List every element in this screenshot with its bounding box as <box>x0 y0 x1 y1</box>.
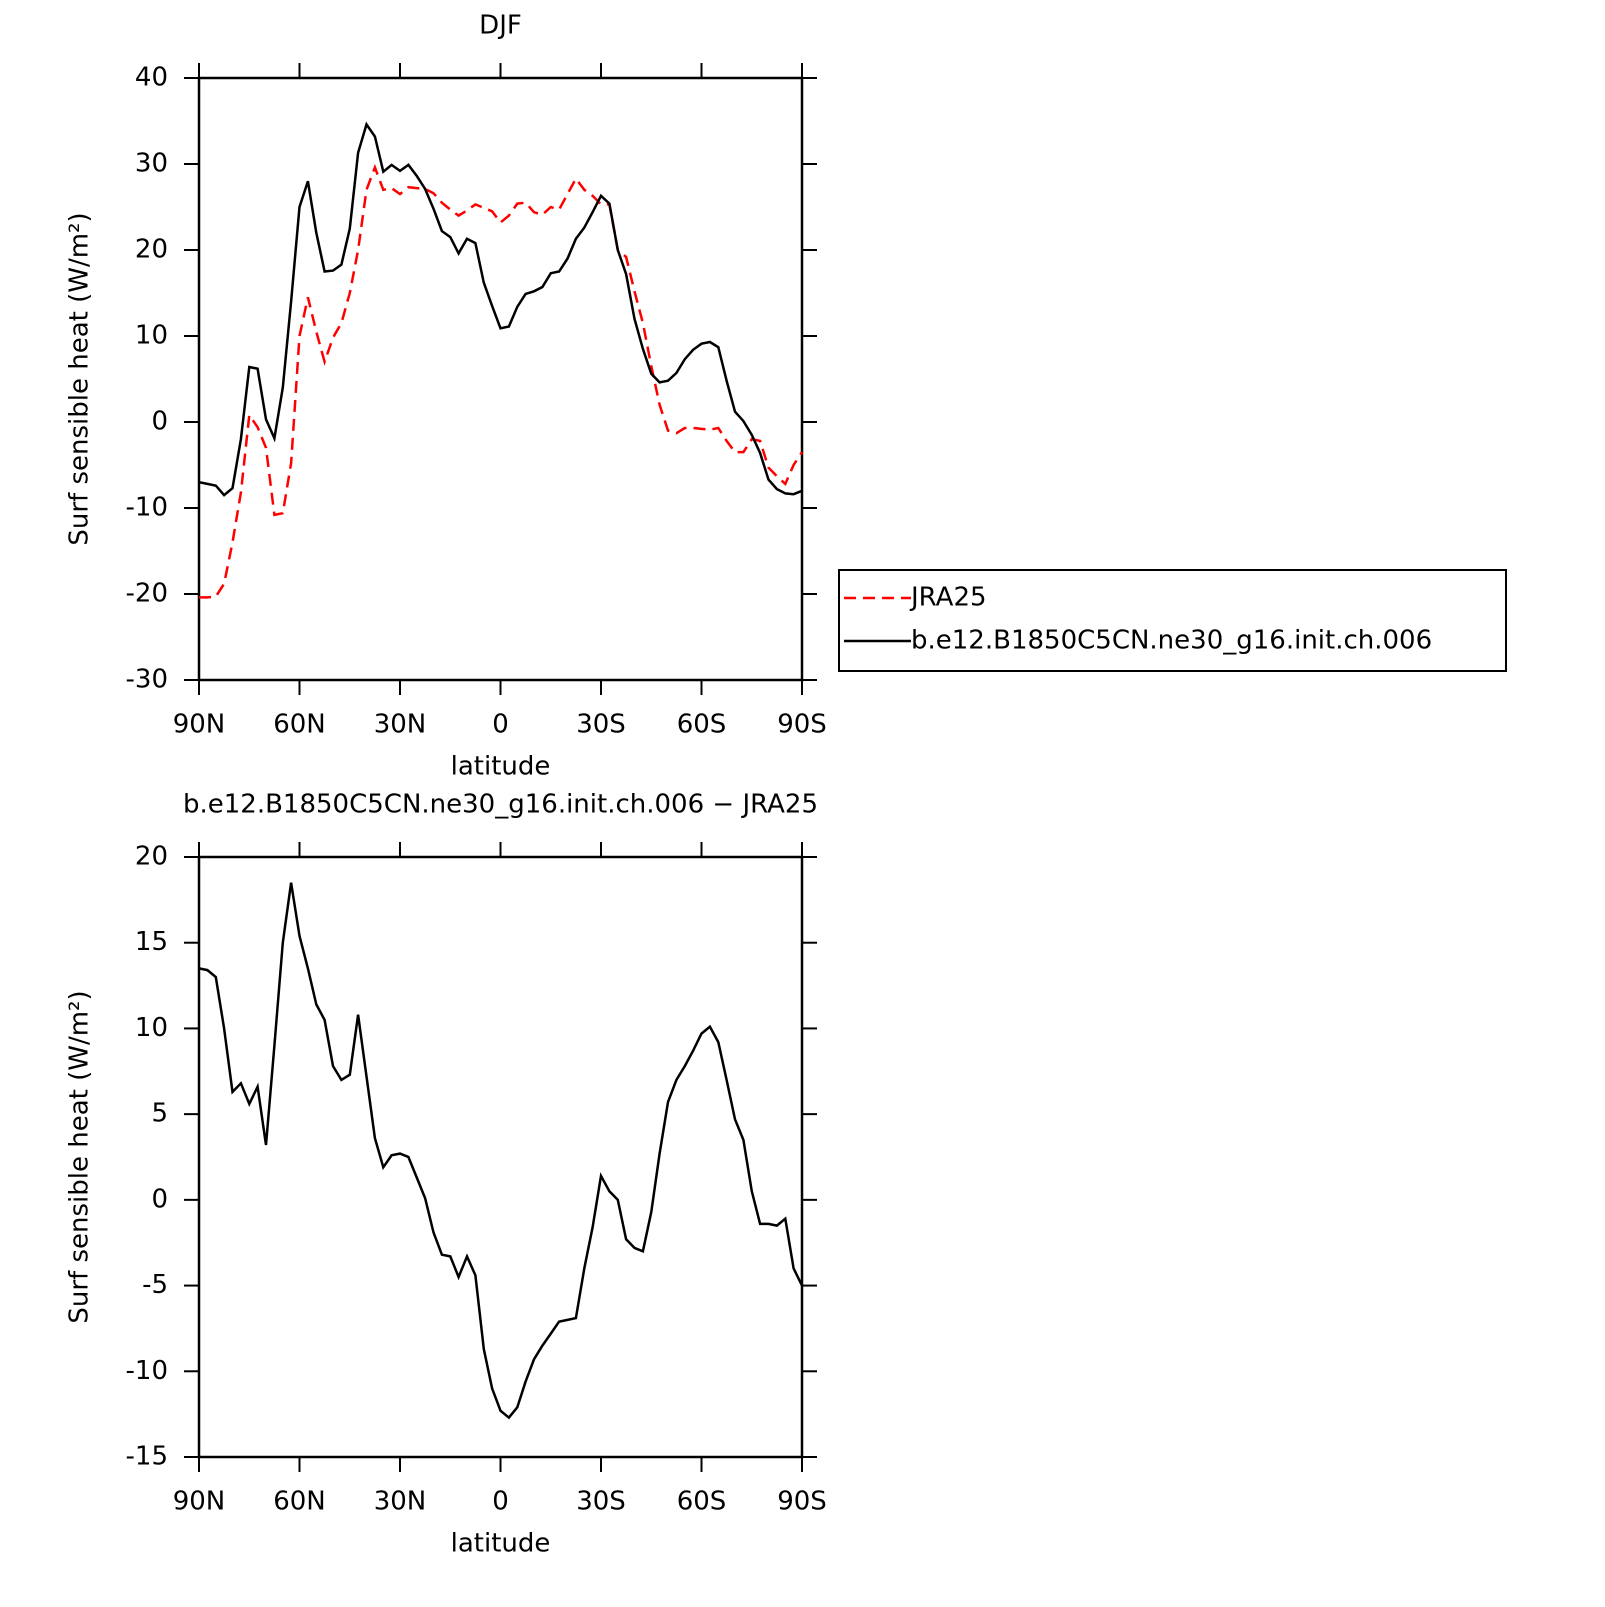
x-tick-label: 90S <box>777 1487 827 1517</box>
y-axis-title: Surf sensible heat (W/m²) <box>65 990 95 1323</box>
x-tick-label: 0 <box>492 1487 509 1517</box>
y-tick-label: 0 <box>151 1184 168 1214</box>
y-tick-label: 10 <box>135 1013 168 1043</box>
y-tick-label: 0 <box>151 407 168 437</box>
x-tick-label: 90S <box>777 710 827 740</box>
data-line <box>198 121 803 497</box>
data-line <box>199 163 804 599</box>
x-tick-label: 60S <box>677 1487 727 1517</box>
x-tick-label: 30S <box>576 1487 626 1517</box>
x-tick-label: 30S <box>576 710 626 740</box>
y-tick-label: 5 <box>151 1099 168 1129</box>
x-tick-label: 90N <box>173 1487 226 1517</box>
x-axis-title: latitude <box>451 752 551 782</box>
x-axis-title: latitude <box>451 1529 551 1559</box>
y-tick-label: 40 <box>135 63 168 93</box>
legend-label: b.e12.B1850C5CN.ne30_g16.init.ch.006 <box>911 626 1432 656</box>
y-tick-label: -20 <box>126 579 168 609</box>
y-tick-label: -30 <box>126 665 168 695</box>
y-tick-label: 20 <box>135 842 168 872</box>
x-tick-label: 0 <box>492 710 509 740</box>
y-tick-label: 10 <box>135 321 168 351</box>
x-tick-label: 60S <box>677 710 727 740</box>
y-tick-label: 15 <box>135 927 168 957</box>
plot-frame <box>197 76 804 682</box>
plot-frame <box>197 855 804 1459</box>
legend-label: JRA25 <box>909 583 987 613</box>
y-tick-label: 30 <box>135 149 168 179</box>
x-tick-label: 60N <box>273 1487 326 1517</box>
x-tick-label: 30N <box>374 1487 427 1517</box>
y-tick-label: 20 <box>135 235 168 265</box>
x-tick-label: 30N <box>374 710 427 740</box>
y-axis-title: Surf sensible heat (W/m²) <box>65 212 95 545</box>
data-line <box>198 882 804 1420</box>
legend-box <box>838 569 1507 672</box>
y-tick-label: -10 <box>126 493 168 523</box>
y-tick-label: -5 <box>142 1270 168 1300</box>
y-tick-label: -10 <box>126 1356 168 1386</box>
x-tick-label: 60N <box>273 710 326 740</box>
chart-title: b.e12.B1850C5CN.ne30_g16.init.ch.006 − J… <box>183 790 818 820</box>
chart-title: DJF <box>479 11 522 41</box>
x-tick-label: 90N <box>173 710 226 740</box>
y-tick-label: -15 <box>126 1442 168 1472</box>
